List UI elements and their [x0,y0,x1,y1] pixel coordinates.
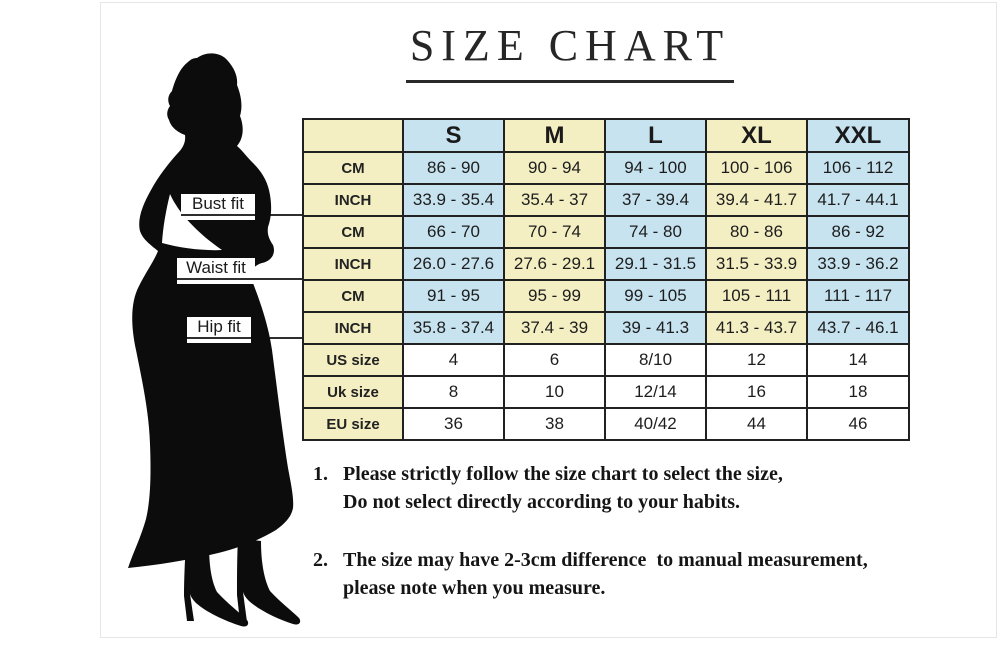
waist-fit-label: Waist fit [177,258,255,284]
size-value-cell: 105 - 111 [705,279,808,313]
bust-fit-line [253,214,303,216]
size-value-cell: 74 - 80 [604,215,707,249]
bust-fit-underline [181,214,255,216]
size-value-cell: 27.6 - 29.1 [503,247,606,281]
size-value-cell: 66 - 70 [402,215,505,249]
size-value-cell: 16 [705,375,808,409]
size-table-body: CM 86 - 90 90 - 94 94 - 100 100 - 106 106 - 1… [302,151,910,441]
table-row: INCH 33.9 - 35.4 35.4 - 37 37 - 39.4 39.4 - … [302,183,910,217]
size-value-cell: 35.4 - 37 [503,183,606,217]
size-value-cell: 33.9 - 36.2 [806,247,910,281]
size-value-cell: 18 [806,375,910,409]
size-value-cell: 10 [503,375,606,409]
size-value-cell: 91 - 95 [402,279,505,313]
note-1-text: Please strictly follow the size chart to… [343,460,783,516]
row-label-cell: CM [302,279,404,313]
waist-fit-underline [177,278,255,280]
size-value-cell: 99 - 105 [604,279,707,313]
size-value-cell: 37 - 39.4 [604,183,707,217]
note-2-line-1: The size may have 2-3cm difference to ma… [343,549,868,571]
table-row: EU size 36 38 40/42 44 46 [302,407,910,441]
size-value-cell: 86 - 92 [806,215,910,249]
waist-fit-label-text: Waist fit [186,258,246,277]
row-label-cell: INCH [302,183,404,217]
size-value-cell: 26.0 - 27.6 [402,247,505,281]
table-row: INCH 26.0 - 27.6 27.6 - 29.1 29.1 - 31.5 31.… [302,247,910,281]
size-value-cell: 106 - 112 [806,151,910,185]
table-row: CM 91 - 95 95 - 99 99 - 105 105 - 111 111 - 1… [302,279,910,313]
size-value-cell: 95 - 99 [503,279,606,313]
size-value-cell: 39.4 - 41.7 [705,183,808,217]
size-header-cell: L [604,118,707,153]
size-value-cell: 8/10 [604,343,707,377]
note-1-line-1: Please strictly follow the size chart to… [343,463,783,485]
size-value-cell: 39 - 41.3 [604,311,707,345]
hip-fit-label-text: Hip fit [197,317,241,336]
size-value-cell: 46 [806,407,910,441]
size-value-cell: 12 [705,343,808,377]
size-value-cell: 33.9 - 35.4 [402,183,505,217]
size-value-cell: 4 [402,343,505,377]
hip-fit-underline [187,337,251,339]
title-wrap: SIZE CHART [340,21,800,84]
row-label-cell: EU size [302,407,404,441]
bust-fit-label: Bust fit [181,194,255,220]
size-value-cell: 43.7 - 46.1 [806,311,910,345]
size-header-cell: S [402,118,505,153]
row-label-cell: CM [302,215,404,249]
size-value-cell: 37.4 - 39 [503,311,606,345]
table-row: CM 66 - 70 70 - 74 74 - 80 80 - 86 86 - 92 [302,215,910,249]
content-frame [100,2,997,638]
note-2-line-2: please note when you measure. [343,577,606,599]
size-table: S M L XL XXL CM 86 - 90 90 - 94 94 - 100 100 - 1… [302,118,910,441]
size-value-cell: 111 - 117 [806,279,910,313]
size-table-header: S M L XL XXL [302,118,910,153]
note-1-line-2: Do not select directly according to your… [343,491,741,513]
size-value-cell: 80 - 86 [705,215,808,249]
hip-fit-line [249,337,303,339]
size-value-cell: 90 - 94 [503,151,606,185]
corner-cell [302,118,404,153]
size-value-cell: 8 [402,375,505,409]
table-row: Uk size 8 10 12/14 16 18 [302,375,910,409]
row-label-cell: US size [302,343,404,377]
size-header-cell: XXL [806,118,910,153]
size-value-cell: 35.8 - 37.4 [402,311,505,345]
table-row: CM 86 - 90 90 - 94 94 - 100 100 - 106 106 - 1… [302,151,910,185]
table-row: INCH 35.8 - 37.4 37.4 - 39 39 - 41.3 41.3 - … [302,311,910,345]
size-value-cell: 41.3 - 43.7 [705,311,808,345]
size-value-cell: 44 [705,407,808,441]
size-value-cell: 38 [503,407,606,441]
size-value-cell: 6 [503,343,606,377]
size-value-cell: 41.7 - 44.1 [806,183,910,217]
note-1: 1. Please strictly follow the size chart… [313,460,783,516]
size-value-cell: 100 - 106 [705,151,808,185]
size-header-cell: XL [705,118,808,153]
size-header-row: S M L XL XXL [302,118,910,153]
table-row: US size 4 6 8/10 12 14 [302,343,910,377]
hip-fit-label: Hip fit [187,317,251,343]
note-2-text: The size may have 2-3cm difference to ma… [343,546,868,602]
note-2: 2. The size may have 2-3cm difference to… [313,546,868,602]
size-value-cell: 12/14 [604,375,707,409]
size-value-cell: 36 [402,407,505,441]
size-value-cell: 29.1 - 31.5 [604,247,707,281]
page-title: SIZE CHART [405,21,735,84]
bust-fit-label-text: Bust fit [192,194,244,213]
row-label-cell: INCH [302,311,404,345]
row-label-cell: CM [302,151,404,185]
size-value-cell: 31.5 - 33.9 [705,247,808,281]
size-value-cell: 70 - 74 [503,215,606,249]
size-value-cell: 86 - 90 [402,151,505,185]
size-value-cell: 94 - 100 [604,151,707,185]
row-label-cell: Uk size [302,375,404,409]
row-label-cell: INCH [302,247,404,281]
size-value-cell: 14 [806,343,910,377]
note-1-number: 1. [313,463,328,485]
note-2-number: 2. [313,549,328,571]
waist-fit-line [253,278,303,280]
size-header-cell: M [503,118,606,153]
size-value-cell: 40/42 [604,407,707,441]
